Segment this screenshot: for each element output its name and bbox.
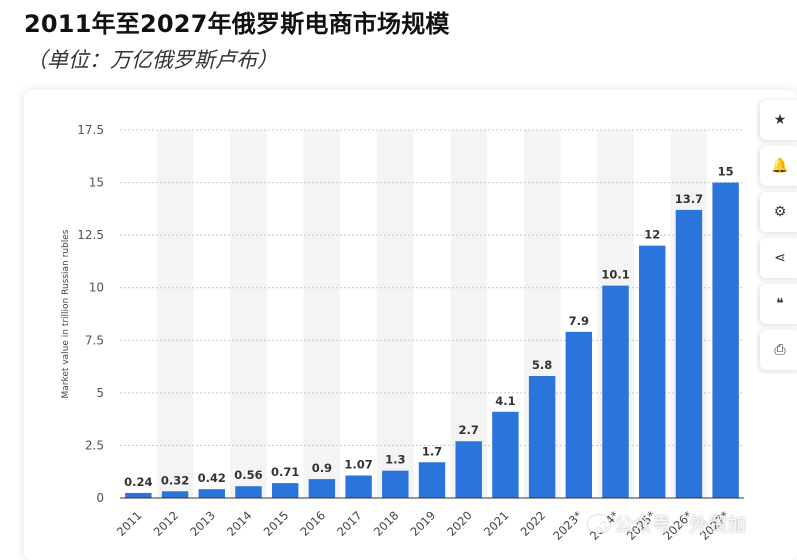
y-tick-label: 5 xyxy=(96,386,104,400)
share-icon: ⋖ xyxy=(774,250,786,266)
data-label: 1.3 xyxy=(385,453,405,467)
column-band xyxy=(376,130,414,498)
data-label: 12 xyxy=(644,228,660,242)
column-band xyxy=(450,130,488,498)
bar xyxy=(271,483,299,498)
x-tick-label: 2016 xyxy=(297,508,328,539)
page-title: 2011年至2027年俄罗斯电商市场规模 xyxy=(24,10,450,38)
y-tick-label: 17.5 xyxy=(77,123,104,137)
data-label: 2.7 xyxy=(459,423,479,437)
print-icon: ⎙ xyxy=(774,342,786,358)
watermark-text: 公众号 · 外贸加 xyxy=(614,514,747,536)
x-tick-label: 2022 xyxy=(518,508,549,539)
gear-button[interactable]: ⚙ xyxy=(760,192,797,232)
bar xyxy=(639,245,666,498)
bar xyxy=(565,331,593,498)
y-tick-label: 0 xyxy=(96,491,104,505)
data-label: 1.07 xyxy=(344,457,372,471)
y-tick-label: 7.5 xyxy=(85,333,104,347)
data-label: 13.7 xyxy=(675,192,703,206)
data-label: 0.56 xyxy=(234,468,262,482)
bar xyxy=(455,441,482,498)
data-label: 0.9 xyxy=(312,461,332,475)
share-button[interactable]: ⋖ xyxy=(760,238,797,278)
wechat-logo-icon xyxy=(588,514,610,533)
bar xyxy=(492,411,519,498)
column-band xyxy=(156,130,194,498)
quote-icon: ❝ xyxy=(776,296,784,312)
bar xyxy=(712,182,739,499)
y-tick-label: 2.5 xyxy=(85,438,104,452)
star-button[interactable]: ★ xyxy=(760,100,797,140)
data-label: 0.24 xyxy=(124,475,152,489)
bar xyxy=(345,475,372,498)
y-tick-label: 15 xyxy=(89,176,104,190)
quote-button[interactable]: ❝ xyxy=(760,284,797,324)
data-label: 0.32 xyxy=(161,473,189,487)
data-label: 7.9 xyxy=(569,314,589,328)
bell-icon: 🔔 xyxy=(771,158,789,174)
bar xyxy=(602,285,629,498)
bar xyxy=(308,479,336,498)
column-band xyxy=(303,130,341,498)
bar xyxy=(418,462,446,498)
x-tick-label: 2021 xyxy=(481,508,512,539)
y-axis-label: Market value in trillion Russian rubles xyxy=(61,229,71,398)
bar xyxy=(198,489,225,498)
data-label: 4.1 xyxy=(495,394,515,408)
x-tick-label: 2015 xyxy=(261,508,292,539)
data-label: 5.8 xyxy=(532,358,552,372)
x-tick-label: 2018 xyxy=(371,508,402,539)
bar-chart: 0 2.5 5 7.5 10 12.5 15 17.5 Market value in tril… xyxy=(61,123,744,543)
bar xyxy=(528,376,556,498)
star-icon: ★ xyxy=(773,112,787,128)
x-tick-label: 2013 xyxy=(187,508,218,539)
watermark: 公众号 · 外贸加 xyxy=(588,510,746,537)
data-label: 0.42 xyxy=(198,471,226,485)
print-button[interactable]: ⎙ xyxy=(760,330,797,370)
x-tick-label: 2017 xyxy=(334,508,365,539)
bar xyxy=(125,492,152,498)
bar xyxy=(382,470,409,498)
x-tick-label: 2014 xyxy=(224,508,255,539)
bar xyxy=(235,486,262,498)
data-label: 1.7 xyxy=(422,444,442,458)
column-band xyxy=(230,130,267,498)
y-tick-label: 12.5 xyxy=(77,228,104,242)
gear-icon: ⚙ xyxy=(773,204,787,220)
data-label: 10.1 xyxy=(601,268,629,282)
page-subtitle: （单位：万亿俄罗斯卢布） xyxy=(26,48,278,72)
bar xyxy=(675,209,703,498)
chart-card: 0 2.5 5 7.5 10 12.5 15 17.5 Market value in tril… xyxy=(24,90,797,560)
bar xyxy=(161,491,189,498)
data-label: 0.71 xyxy=(271,465,299,479)
x-tick-label: 2023* xyxy=(550,508,585,543)
data-label: 15 xyxy=(718,165,734,179)
x-tick-label: 2011 xyxy=(114,508,145,539)
y-tick-label: 10 xyxy=(89,281,104,295)
x-tick-label: 2019 xyxy=(408,508,439,539)
x-tick-label: 2020 xyxy=(444,508,475,539)
x-tick-label: 2012 xyxy=(151,508,182,539)
bell-button[interactable]: 🔔 xyxy=(760,146,797,186)
